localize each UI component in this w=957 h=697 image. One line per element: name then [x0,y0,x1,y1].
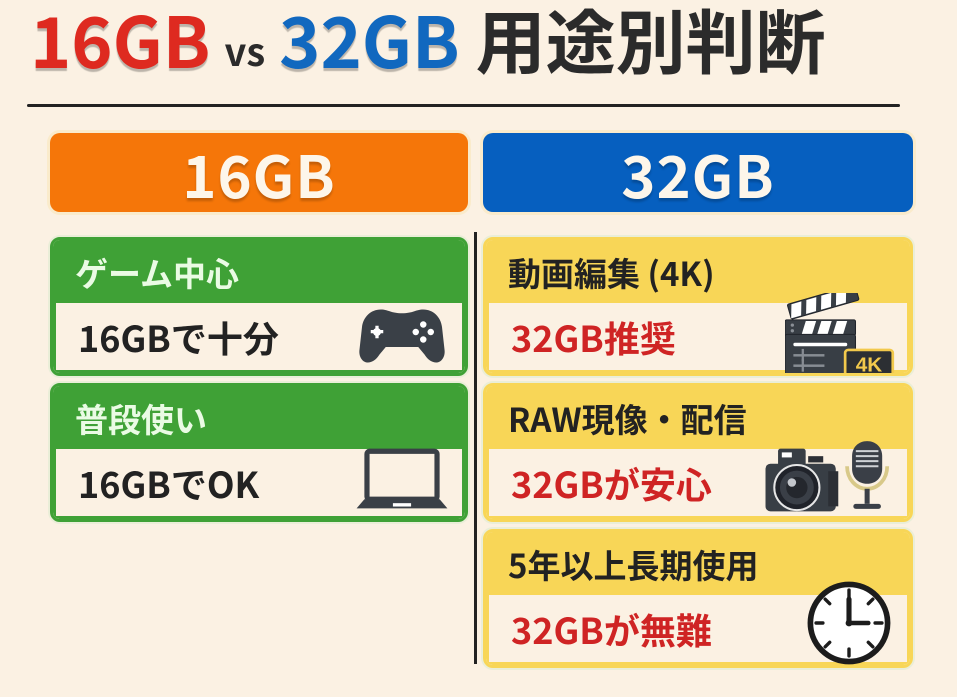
svg-text:4K: 4K [856,353,883,376]
